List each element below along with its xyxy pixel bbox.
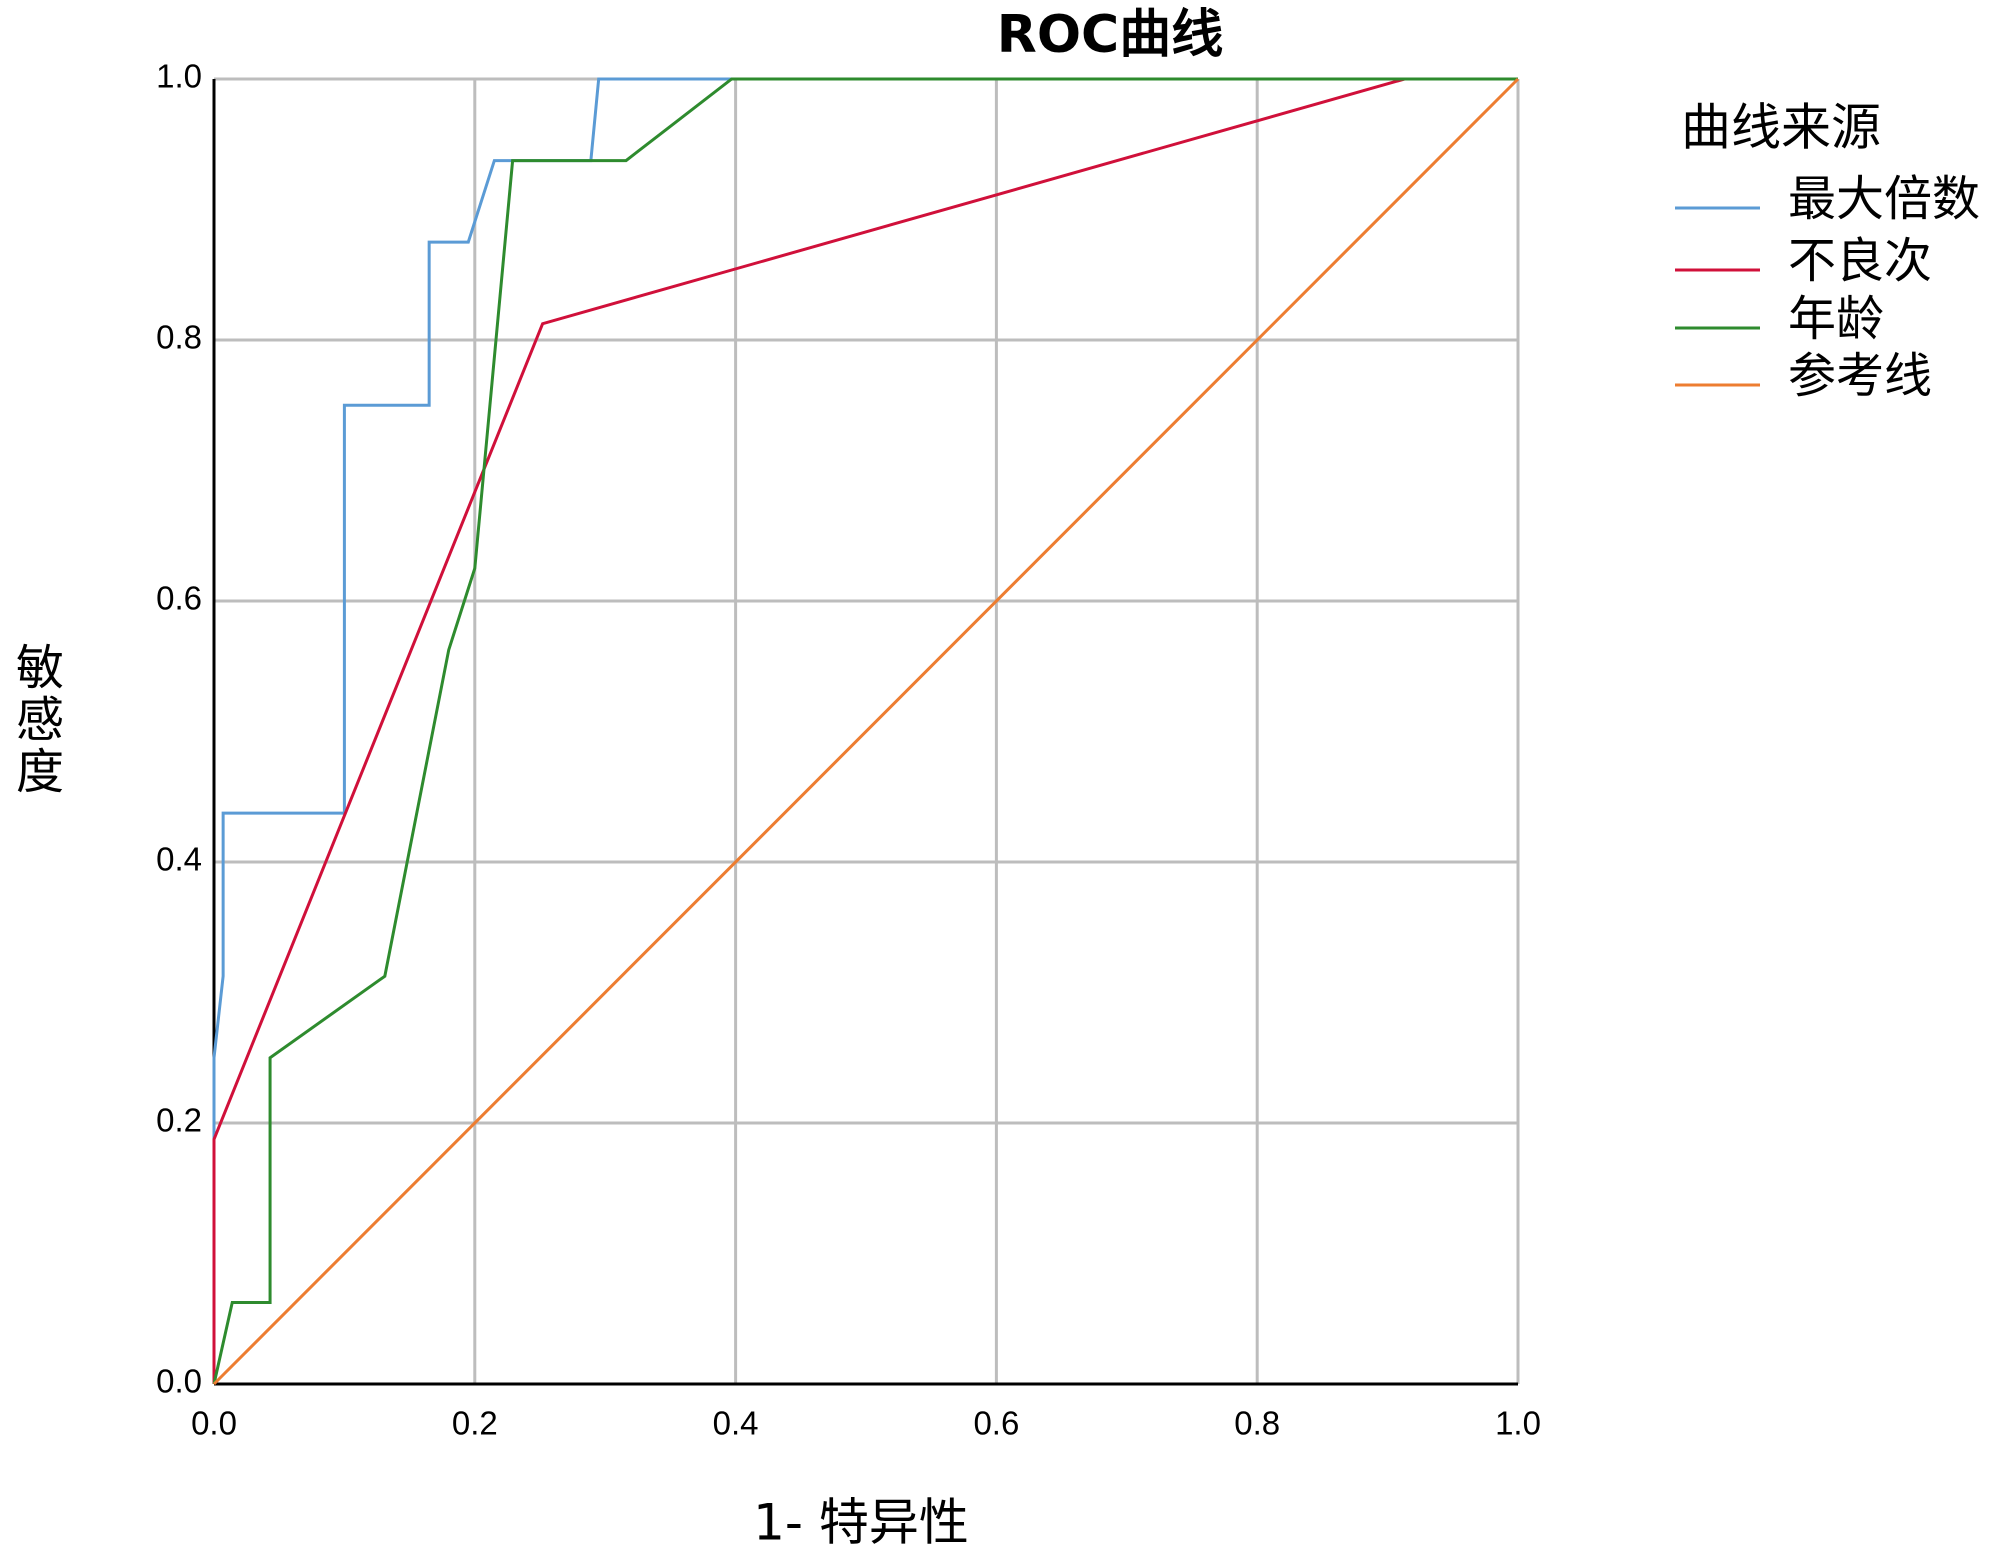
roc-line xyxy=(212,77,1520,1386)
x-tick-label: 1.0 xyxy=(1495,1405,1541,1442)
x-tick-label: 0.8 xyxy=(1234,1405,1280,1442)
legend-title: 曲线来源 xyxy=(1681,99,1881,157)
x-tick-label: 0.4 xyxy=(713,1405,759,1442)
legend-label: 参考线 xyxy=(1788,348,1932,404)
y-tick-label: 0.2 xyxy=(156,1102,202,1139)
chart-title: ROC曲线 xyxy=(997,5,1223,65)
x-tick-label: 0.2 xyxy=(452,1405,498,1442)
y-tick-label: 0.0 xyxy=(156,1363,202,1400)
legend-label: 最大倍数 xyxy=(1788,171,1980,227)
y-tick-label: 0.8 xyxy=(156,319,202,356)
roc-line xyxy=(212,77,1518,1385)
y-tick-label: 0.4 xyxy=(156,841,202,878)
y-axis-label: 敏感度 xyxy=(7,642,63,798)
y-tick-label: 1.0 xyxy=(156,58,202,95)
x-tick-label: 0.0 xyxy=(191,1405,237,1442)
legend-label: 年龄 xyxy=(1788,291,1884,347)
legend-label: 不良次 xyxy=(1788,233,1932,289)
y-tick-label: 0.6 xyxy=(156,580,202,617)
x-tick-label: 0.6 xyxy=(973,1405,1019,1442)
x-axis-label: 1- 特异性 xyxy=(753,1494,969,1552)
